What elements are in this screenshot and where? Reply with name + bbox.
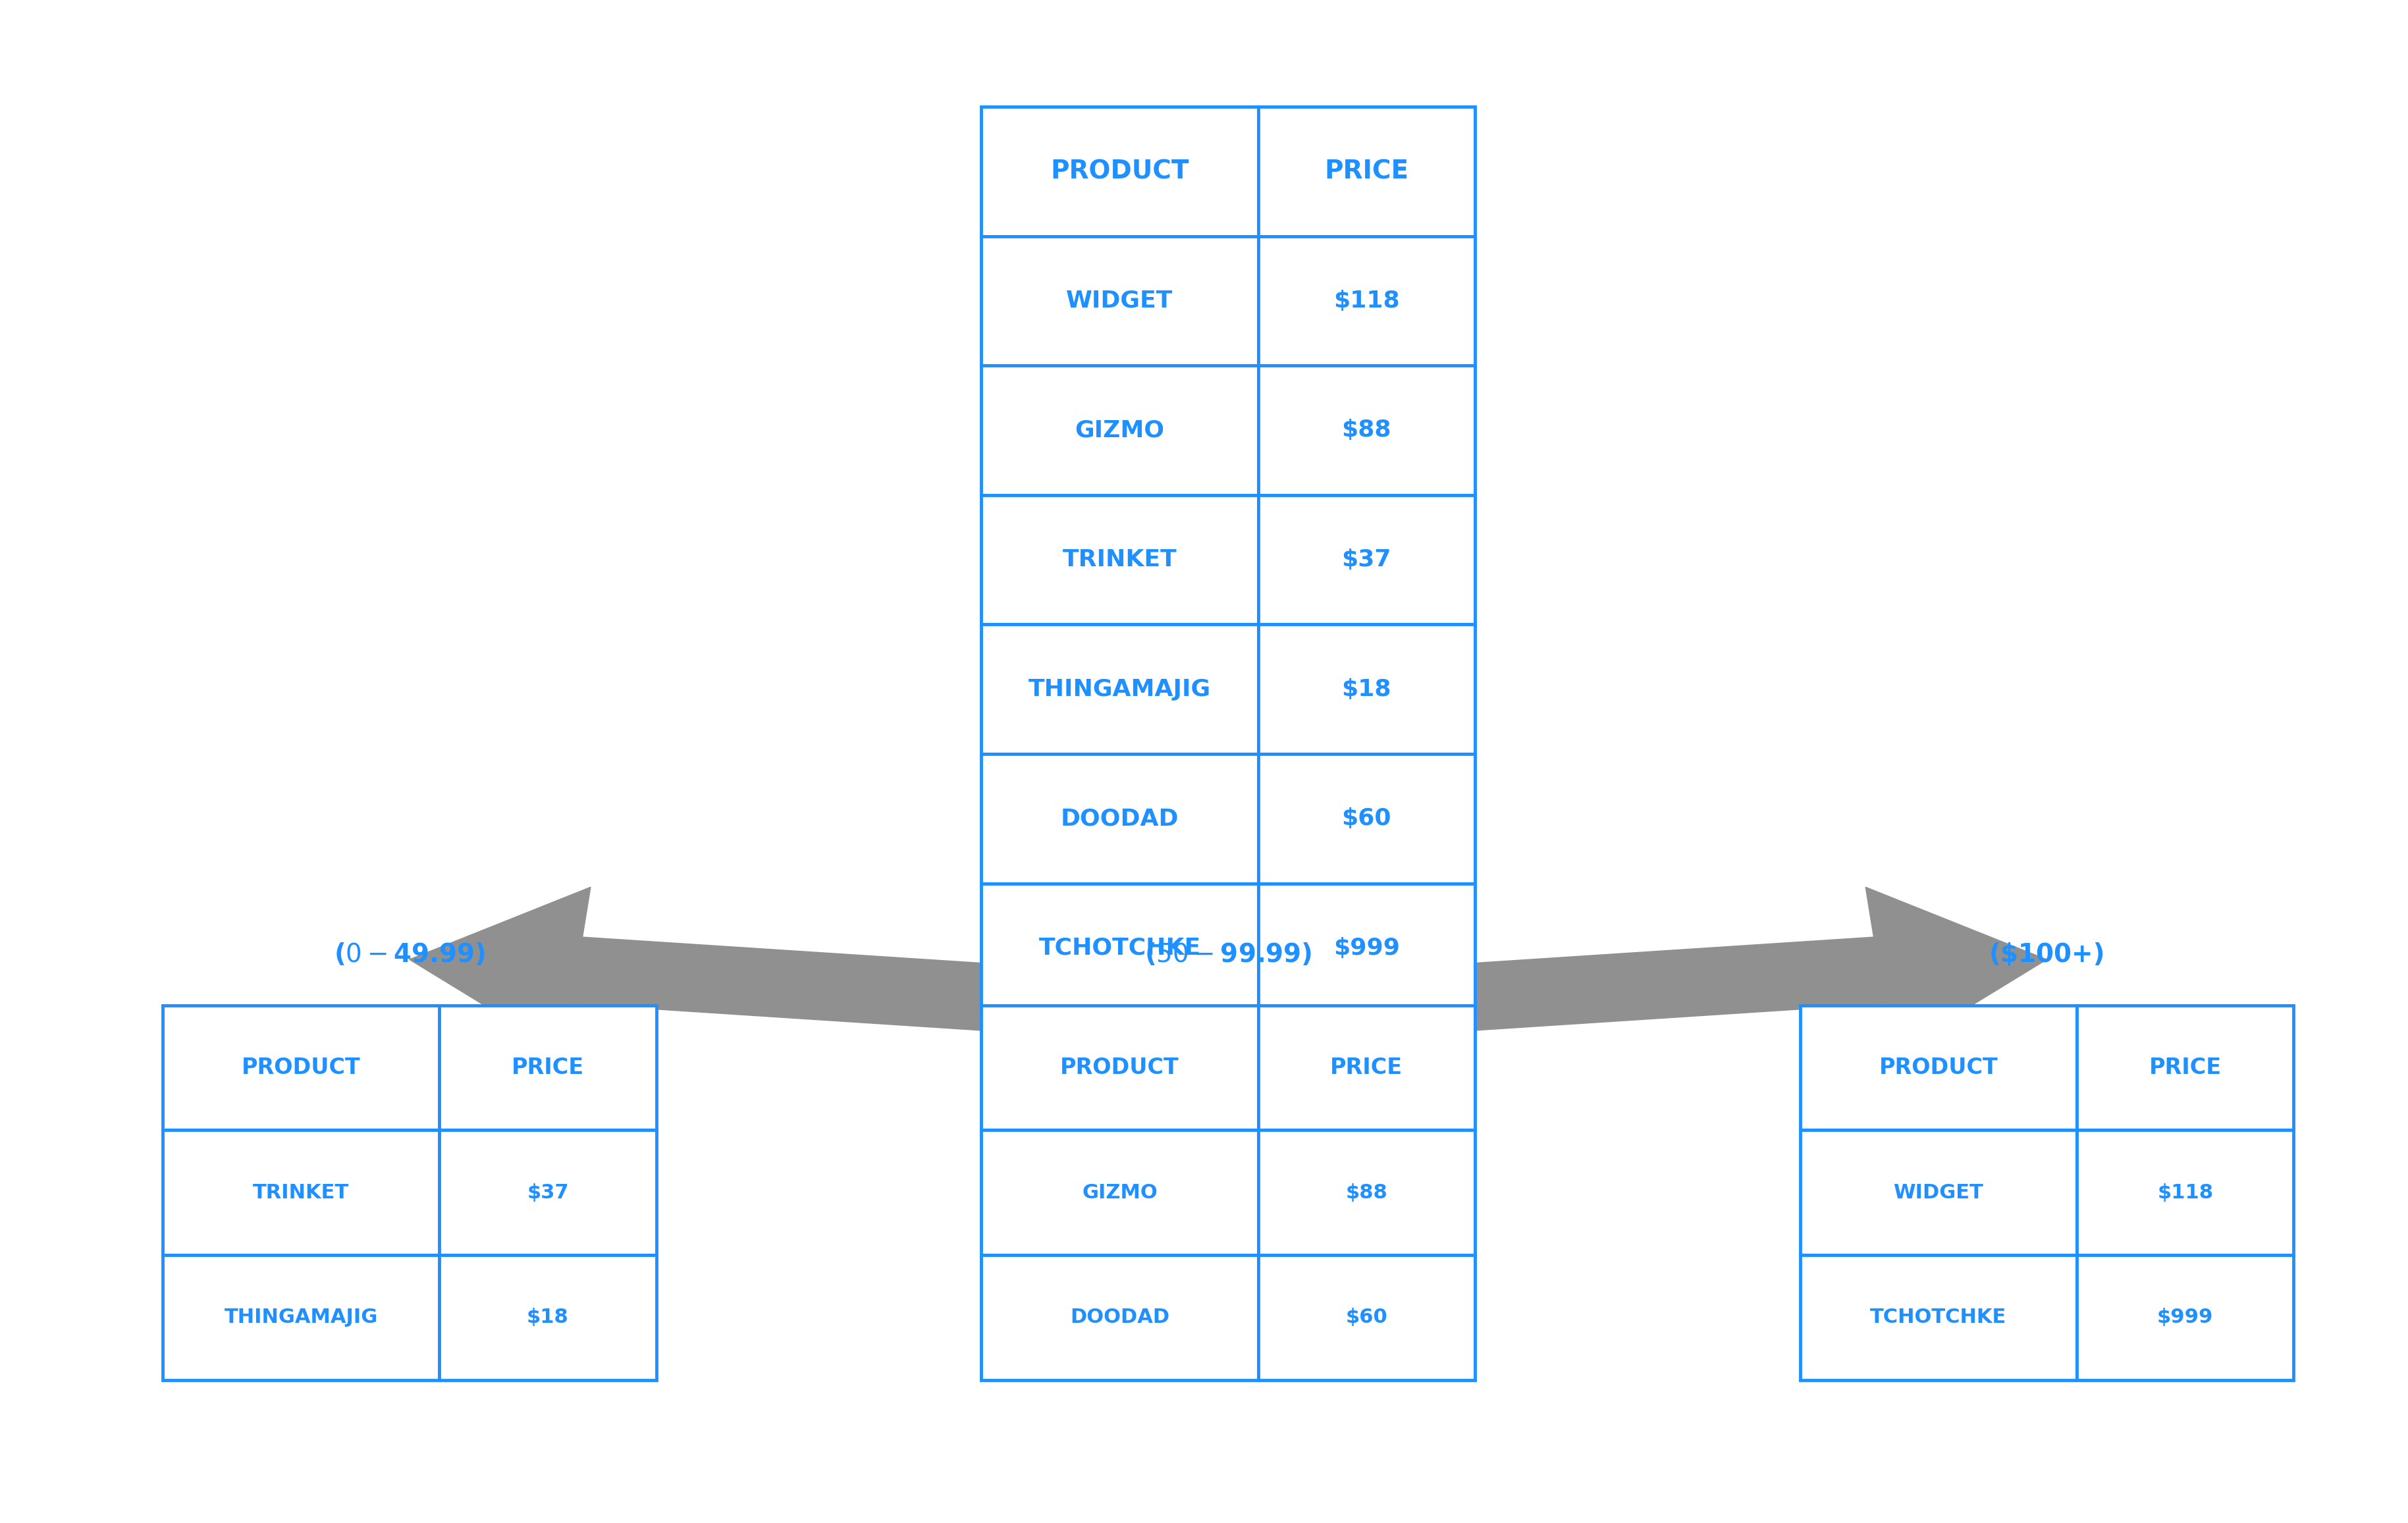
Text: ($50-$99.99): ($50-$99.99) [1144, 941, 1312, 967]
Text: $118: $118 [2158, 1183, 2213, 1202]
Bar [1799, 1255, 2076, 1380]
Text: $37: $37 [527, 1183, 568, 1202]
Bar [164, 1130, 438, 1255]
Bar [1257, 107, 1474, 236]
Text: $18: $18 [527, 1308, 568, 1327]
Bar [1799, 1005, 2076, 1130]
Bar [1257, 1255, 1474, 1380]
Bar [1257, 883, 1474, 1013]
Text: DOODAD: DOODAD [1060, 807, 1180, 830]
Text: ($100+): ($100+) [1989, 943, 2105, 967]
Bar [1257, 236, 1474, 366]
Bar [982, 624, 1257, 754]
Text: PRICE: PRICE [2148, 1057, 2223, 1078]
Bar [1799, 1130, 2076, 1255]
Polygon shape [409, 886, 1233, 1054]
Text: PRICE: PRICE [1324, 158, 1409, 184]
Bar [1257, 1005, 1474, 1130]
Bar [1257, 624, 1474, 754]
Text: TCHOTCHKE: TCHOTCHKE [1871, 1308, 2006, 1327]
Bar [438, 1255, 655, 1380]
Text: PRODUCT: PRODUCT [241, 1057, 361, 1078]
Text: PRODUCT: PRODUCT [1878, 1057, 1999, 1078]
Text: PRODUCT: PRODUCT [1050, 158, 1190, 184]
Text: PRICE: PRICE [510, 1057, 585, 1078]
Bar [1257, 366, 1474, 495]
Text: $88: $88 [1341, 419, 1392, 442]
Text: TRINKET: TRINKET [1062, 548, 1178, 571]
Bar [982, 1255, 1257, 1380]
Bar [2076, 1130, 2292, 1255]
Text: $60: $60 [1341, 807, 1392, 830]
Text: $18: $18 [1341, 678, 1392, 701]
Text: WIDGET: WIDGET [1067, 289, 1173, 312]
Bar [1257, 754, 1474, 883]
Bar [164, 1005, 438, 1130]
Bar [1257, 1130, 1474, 1255]
Bar [982, 107, 1257, 236]
Bar [2076, 1255, 2292, 1380]
Bar [982, 1005, 1257, 1130]
Bar [2076, 1005, 2292, 1130]
Bar [438, 1130, 655, 1255]
Bar [982, 754, 1257, 883]
Text: $118: $118 [1334, 289, 1399, 312]
Polygon shape [1223, 886, 2047, 1054]
Text: TCHOTCHKE: TCHOTCHKE [1038, 937, 1202, 959]
Text: $999: $999 [2158, 1308, 2213, 1327]
Text: PRICE: PRICE [1329, 1057, 1404, 1078]
Bar [982, 366, 1257, 495]
Text: DOODAD: DOODAD [1069, 1308, 1170, 1327]
Text: $37: $37 [1341, 548, 1392, 571]
Text: GIZMO: GIZMO [1081, 1183, 1158, 1202]
Text: TRINKET: TRINKET [253, 1183, 349, 1202]
Bar [438, 1005, 655, 1130]
Text: GIZMO: GIZMO [1074, 419, 1165, 442]
Bar [982, 883, 1257, 1013]
Bar [982, 495, 1257, 624]
Bar [164, 1255, 438, 1380]
Text: THINGAMAJIG: THINGAMAJIG [1028, 678, 1211, 701]
Text: $88: $88 [1346, 1183, 1387, 1202]
Bar [1257, 495, 1474, 624]
Text: $60: $60 [1346, 1308, 1387, 1327]
Bar [982, 236, 1257, 366]
Text: THINGAMAJIG: THINGAMAJIG [224, 1308, 378, 1327]
Polygon shape [1096, 959, 1361, 1066]
Text: $999: $999 [1334, 937, 1399, 959]
Text: ($0-$49.99): ($0-$49.99) [335, 941, 484, 967]
Text: PRODUCT: PRODUCT [1060, 1057, 1180, 1078]
Bar [982, 1130, 1257, 1255]
Text: WIDGET: WIDGET [1893, 1183, 1984, 1202]
